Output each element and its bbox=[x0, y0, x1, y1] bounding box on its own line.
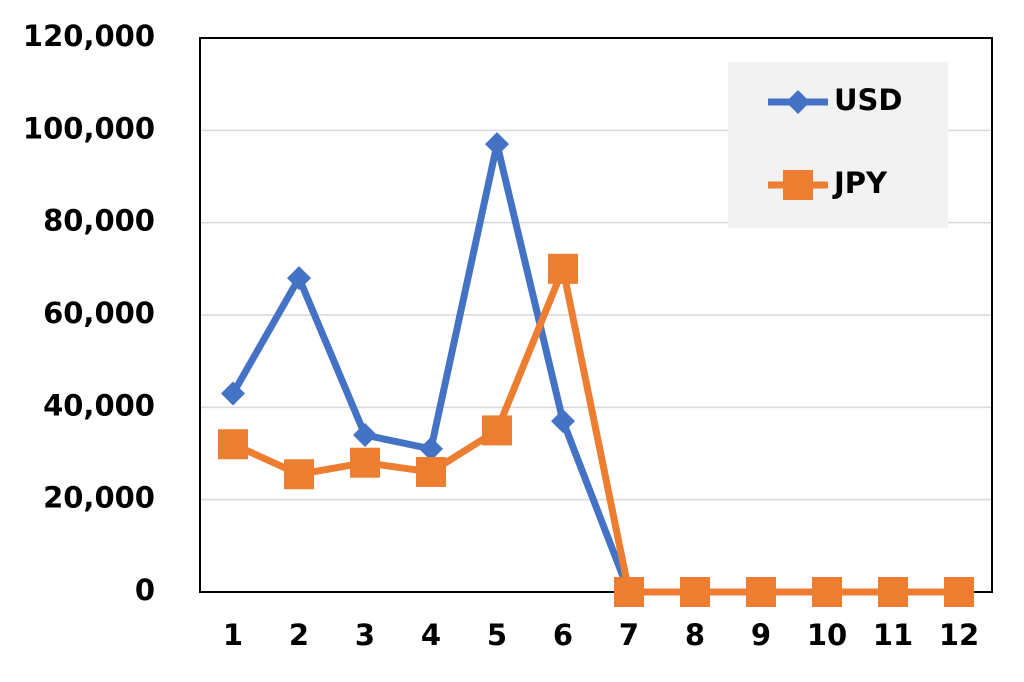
marker bbox=[812, 577, 842, 607]
marker bbox=[485, 132, 509, 157]
marker bbox=[614, 577, 644, 607]
x-tick-label: 4 bbox=[421, 618, 441, 652]
y-tick-label: 100,000 bbox=[23, 111, 155, 145]
marker bbox=[419, 436, 443, 461]
y-tick-label: 120,000 bbox=[23, 19, 155, 53]
x-tick-label: 5 bbox=[487, 618, 507, 652]
x-tick-label: 11 bbox=[873, 618, 913, 652]
x-tick-label: 6 bbox=[553, 618, 573, 652]
legend-label: JPY bbox=[832, 166, 888, 200]
marker bbox=[482, 415, 512, 446]
legend: USD JPY bbox=[728, 62, 948, 228]
x-tick-label: 8 bbox=[685, 618, 705, 652]
marker bbox=[350, 447, 380, 478]
marker bbox=[746, 577, 776, 607]
y-tick-label: 20,000 bbox=[43, 481, 155, 515]
marker bbox=[221, 381, 245, 406]
y-tick-label: 80,000 bbox=[43, 204, 155, 238]
marker bbox=[284, 459, 314, 490]
plot-border bbox=[199, 37, 993, 593]
marker bbox=[218, 429, 248, 460]
x-tick-label: 10 bbox=[807, 618, 847, 652]
marker bbox=[416, 456, 446, 487]
marker bbox=[680, 577, 710, 607]
legend-marker bbox=[783, 170, 813, 200]
marker bbox=[551, 409, 575, 434]
y-tick-label: 40,000 bbox=[43, 388, 155, 422]
y-tick-label: 60,000 bbox=[43, 296, 155, 330]
marker bbox=[548, 253, 578, 284]
line bbox=[231, 265, 959, 596]
marker bbox=[878, 577, 908, 607]
x-tick-label: 9 bbox=[751, 618, 771, 652]
x-tick-label: 2 bbox=[289, 618, 309, 652]
marker bbox=[944, 577, 974, 607]
x-tick-label: 3 bbox=[355, 618, 375, 652]
x-tick-label: 1 bbox=[223, 618, 243, 652]
legend-marker bbox=[786, 90, 810, 114]
legend-label: USD bbox=[834, 83, 903, 117]
y-tick-label: 0 bbox=[135, 573, 155, 607]
marker bbox=[287, 266, 311, 291]
x-tick-label: 7 bbox=[619, 618, 639, 652]
x-tick-label: 12 bbox=[939, 618, 979, 652]
legend-box bbox=[728, 62, 948, 228]
marker bbox=[353, 423, 377, 448]
